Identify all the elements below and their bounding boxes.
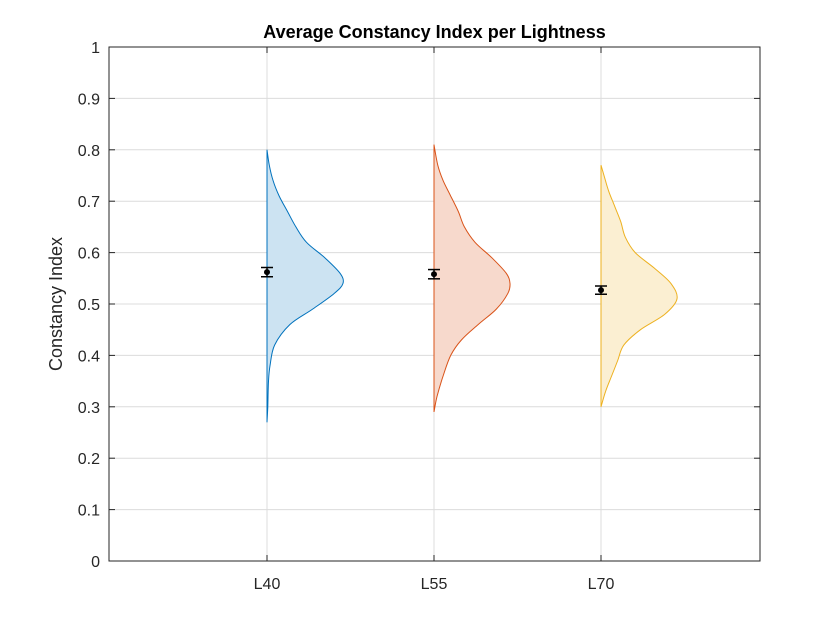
y-tick-label: 0 xyxy=(91,554,100,571)
y-tick-label: 1 xyxy=(91,40,100,57)
y-tick-label: 0.3 xyxy=(78,400,100,417)
violin-layer xyxy=(266,144,678,423)
y-tick-label: 0.5 xyxy=(78,297,100,314)
violin-L40-fill xyxy=(267,149,344,423)
y-tick-label: 0.8 xyxy=(78,143,100,160)
y-tick-label: 0.2 xyxy=(78,451,100,468)
violin-L55-fill xyxy=(434,144,511,412)
y-axis-label: Constancy Index xyxy=(46,237,66,371)
x-tick-label: L70 xyxy=(588,576,615,593)
chart-title: Average Constancy Index per Lightness xyxy=(263,22,605,42)
x-tick-label: L40 xyxy=(254,576,281,593)
tick-layer: 0 0.1 0.2 0.3 0.4 0.5 0.6 0.7 0.8 0.9 1 L40 L55 L70 xyxy=(78,40,760,593)
y-tick-label: 0.6 xyxy=(78,246,100,263)
violin-L40-outline xyxy=(266,149,344,423)
mean-point-L70 xyxy=(598,287,604,294)
y-tick-label: 0.4 xyxy=(78,348,100,365)
y-tick-label: 0.7 xyxy=(78,194,100,211)
violin-L70-outline xyxy=(600,165,678,407)
violin-L70-fill xyxy=(601,165,678,407)
violin-L55-outline xyxy=(433,144,511,412)
y-tick-label: 0.9 xyxy=(78,91,100,108)
mean-point-L55 xyxy=(431,271,437,278)
errorbar-layer xyxy=(261,266,607,295)
mean-point-L40 xyxy=(264,269,270,276)
y-tick-label: 0.1 xyxy=(78,503,100,520)
x-tick-label: L55 xyxy=(421,576,448,593)
